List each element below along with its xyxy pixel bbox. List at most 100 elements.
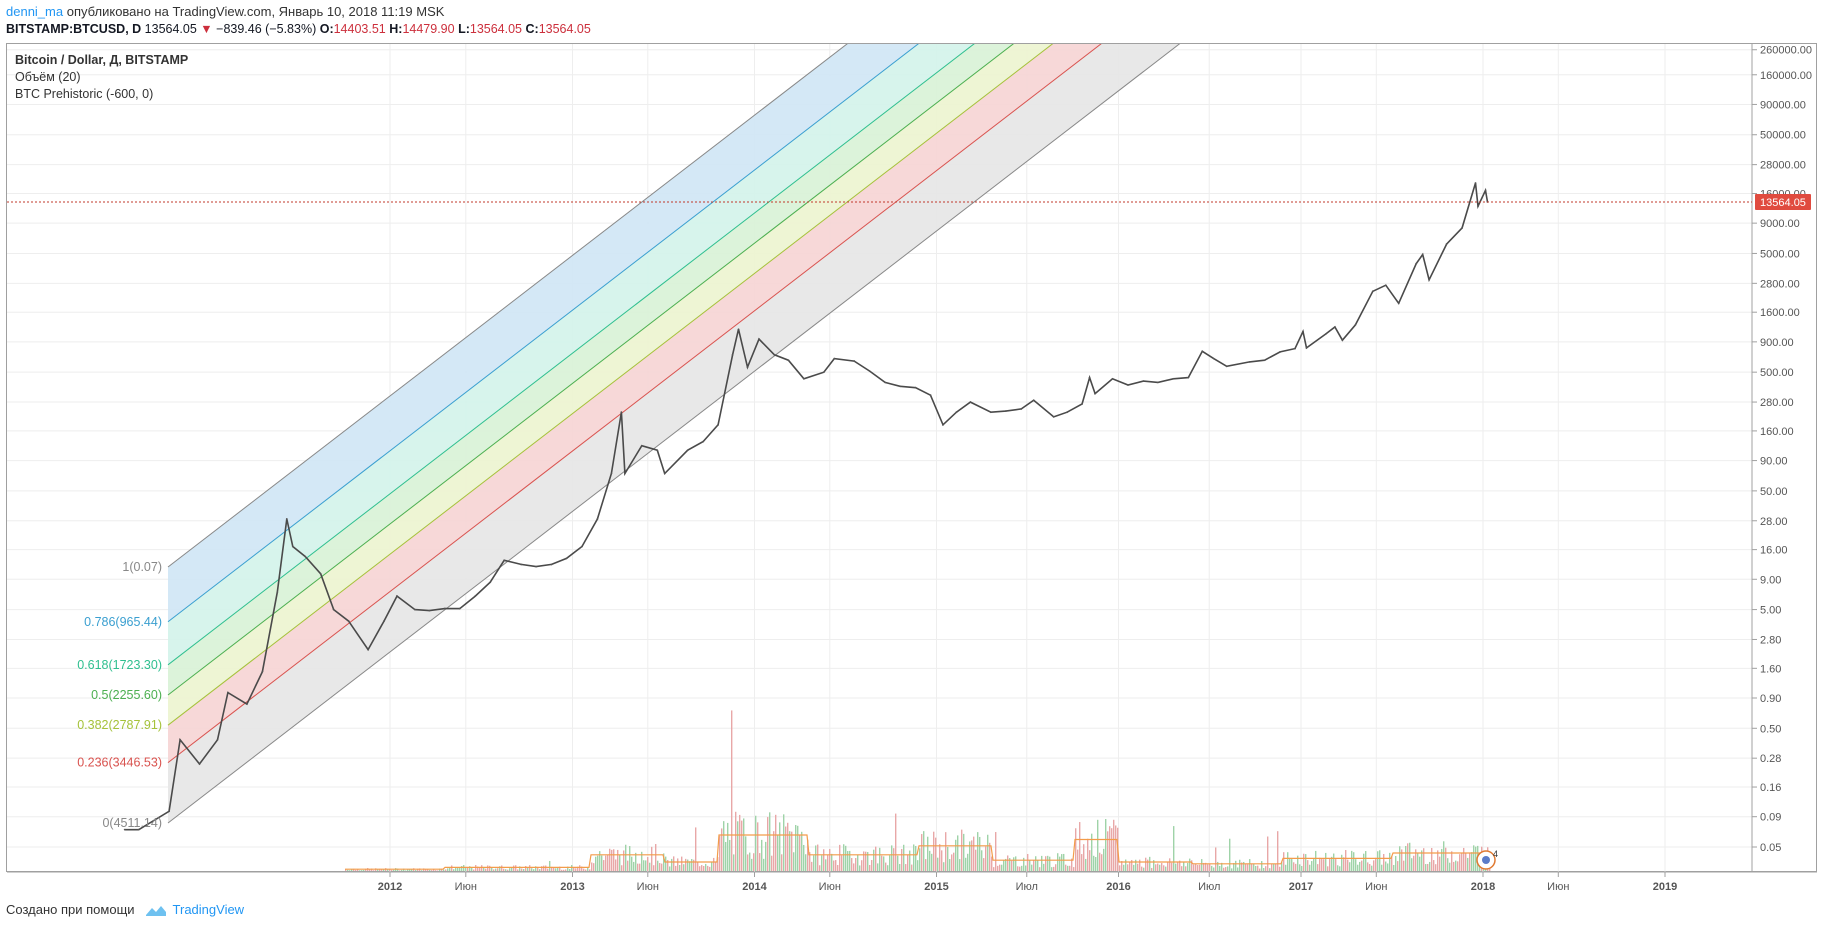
volume-bar [1311, 861, 1313, 871]
volume-bar [1053, 866, 1055, 871]
price-point [746, 366, 749, 369]
price-point [198, 763, 201, 765]
volume-bar [1463, 847, 1465, 871]
volume-bar [657, 860, 659, 871]
volume-bar [1419, 856, 1421, 871]
volume-bar [1391, 856, 1393, 871]
price-change: −839.46 (−5.83%) [216, 22, 317, 36]
volume-badge-text: 4 [1493, 849, 1498, 859]
volume-bar [661, 863, 663, 871]
open-label: O: [319, 22, 334, 36]
volume-bar [853, 863, 855, 871]
volume-bar [1243, 861, 1245, 871]
volume-bar [841, 855, 843, 871]
price-point [285, 518, 288, 520]
price-point [332, 608, 335, 611]
volume-bar [1369, 864, 1371, 871]
volume-bar [961, 829, 963, 871]
volume-bar [693, 859, 695, 871]
volume-bar [411, 869, 413, 871]
volume-bar [447, 868, 449, 871]
volume-bar [393, 869, 395, 871]
volume-bar [1177, 862, 1179, 871]
footer-brand-link[interactable]: TradingView [172, 902, 245, 917]
volume-bar [681, 856, 683, 871]
y-tick-label: 0.90 [1760, 693, 1781, 705]
volume-bar [1307, 860, 1309, 871]
volume-bar [1019, 866, 1021, 871]
volume-bar [941, 850, 943, 871]
volume-bar [803, 844, 805, 871]
price-series [123, 182, 1489, 831]
volume-bar [1281, 861, 1283, 871]
volume-bar [555, 868, 557, 871]
y-tick-label: 500.00 [1760, 367, 1794, 379]
fib-label: 0.382(2787.91) [77, 718, 162, 732]
volume-bar [537, 866, 539, 871]
volume-bar [1425, 864, 1427, 871]
volume-bar [1351, 850, 1353, 871]
volume-bar [699, 866, 701, 871]
price-point [1156, 381, 1159, 384]
volume-bar [1319, 857, 1321, 871]
author-link[interactable]: denni_ma [6, 4, 64, 19]
volume-bar [547, 868, 549, 871]
volume-bar [549, 860, 551, 871]
volume-bar [735, 811, 737, 871]
price-point [929, 394, 932, 397]
price-point [1111, 377, 1114, 380]
volume-bar [489, 865, 491, 871]
volume-bar [919, 848, 921, 871]
volume-bar [1155, 864, 1157, 871]
price-point [428, 609, 431, 612]
volume-bar [905, 864, 907, 871]
volume-bar [1345, 850, 1347, 871]
volume-bar [495, 868, 497, 871]
volume-bar [1153, 860, 1155, 871]
volume-bar [943, 862, 945, 871]
x-axis: 2012 Июн 2013 Июн 2014 Июн 2015 Июл 2016 Июл 2017 И… [378, 872, 1677, 893]
volume-bar [781, 854, 783, 871]
volume-bar [1465, 852, 1467, 871]
price-point [414, 608, 416, 611]
volume-bar [1241, 862, 1243, 871]
volume-bar [387, 869, 389, 871]
fib-label: 1(0.07) [122, 560, 162, 574]
price-point [458, 607, 461, 610]
volume-bar [1011, 860, 1013, 871]
volume-bar [1145, 857, 1147, 871]
volume-bar [583, 868, 585, 871]
volume-bar [883, 856, 885, 871]
price-point [833, 357, 836, 360]
volume-bar [373, 870, 375, 871]
volume-badge[interactable]: 4 [1476, 849, 1498, 870]
volume-bar [1427, 863, 1429, 871]
volume-bar [813, 855, 815, 871]
volume-bar [843, 844, 845, 871]
volume-bar [1443, 841, 1445, 871]
volume-bar [845, 845, 847, 871]
volume-bar [1023, 857, 1025, 871]
price-point [1201, 350, 1204, 353]
volume-bar [1453, 861, 1455, 871]
volume-bar [601, 855, 603, 871]
volume-bar [1435, 864, 1437, 871]
tradingview-logo-icon[interactable] [145, 903, 167, 917]
volume-bar [409, 869, 411, 871]
price-point [656, 449, 659, 452]
volume-bar [1461, 853, 1463, 871]
open-value: 14403.51 [333, 22, 386, 36]
volume-bar [993, 867, 995, 871]
volume-bar [1393, 864, 1395, 871]
volume-bar [637, 863, 639, 871]
volume-bar [1085, 858, 1087, 871]
volume-bar [795, 824, 797, 871]
volume-bar [1385, 861, 1387, 871]
volume-bar [1283, 852, 1285, 871]
volume-bar [401, 869, 403, 871]
volume-bar [831, 853, 833, 871]
volume-bar [877, 863, 879, 871]
volume-bar [1323, 859, 1325, 871]
volume-bar [1313, 858, 1315, 871]
